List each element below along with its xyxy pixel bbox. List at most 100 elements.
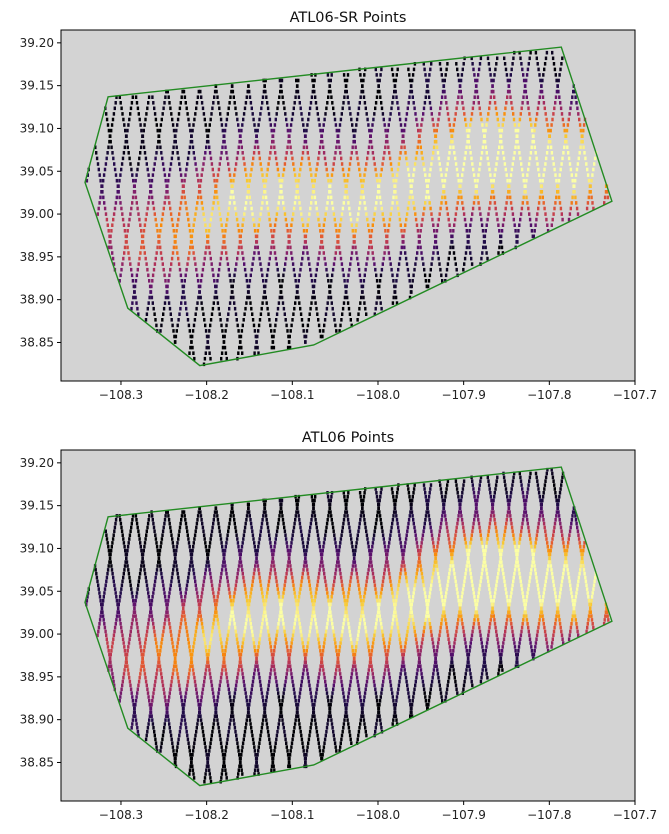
track-point <box>225 151 228 155</box>
track-point <box>343 279 346 283</box>
track-point <box>208 123 211 127</box>
track-point <box>281 173 285 177</box>
track-point <box>355 675 359 680</box>
track-point <box>460 95 463 99</box>
track-point <box>270 548 273 553</box>
track-point <box>154 318 157 322</box>
track-point <box>179 625 182 630</box>
track-point <box>280 714 284 718</box>
track-point <box>518 50 521 55</box>
track-point <box>208 351 211 355</box>
track-point <box>286 229 289 233</box>
track-point <box>339 541 342 545</box>
track-point <box>331 726 334 730</box>
track-point <box>335 544 338 549</box>
track-point <box>198 710 201 715</box>
track-point <box>160 541 163 545</box>
track-point <box>315 729 319 734</box>
track-point <box>189 753 192 757</box>
track-point <box>324 579 327 584</box>
track-point <box>248 614 251 618</box>
track-point <box>528 217 532 222</box>
track-point <box>298 201 301 205</box>
track-point <box>293 201 297 205</box>
track-point <box>260 726 264 730</box>
track-point <box>286 668 289 672</box>
track-point <box>222 760 225 765</box>
track-point <box>172 128 176 133</box>
track-point <box>165 710 168 715</box>
track-point <box>280 190 283 194</box>
track-point <box>359 598 363 603</box>
track-point <box>124 548 127 553</box>
track-point <box>302 145 306 150</box>
track-point <box>489 173 492 177</box>
track-point <box>225 117 229 122</box>
track-point <box>234 629 237 634</box>
track-point <box>416 123 419 127</box>
track-point <box>259 583 263 588</box>
track-point <box>193 737 197 742</box>
track-point <box>327 78 330 83</box>
track-point <box>242 637 245 641</box>
track-point <box>178 733 181 738</box>
track-point <box>459 89 462 94</box>
track-point <box>526 201 529 205</box>
track-point <box>325 625 328 630</box>
track-point <box>513 151 516 155</box>
track-point <box>215 190 218 194</box>
track-point <box>120 106 123 111</box>
track-point <box>352 552 355 557</box>
track-point <box>437 156 441 161</box>
track-point <box>389 529 393 534</box>
track-point <box>288 560 291 564</box>
track-point <box>120 267 123 272</box>
track-point <box>426 284 430 289</box>
track-point <box>221 564 224 568</box>
track-point <box>422 162 425 166</box>
track-point <box>120 525 123 530</box>
track-point <box>527 162 531 166</box>
track-point <box>131 695 134 699</box>
track-point <box>313 602 316 607</box>
track-point <box>405 533 408 537</box>
track-point <box>310 595 313 599</box>
track-point <box>282 201 285 205</box>
track-point <box>259 579 262 584</box>
track-point <box>378 699 382 703</box>
track-point <box>155 541 158 545</box>
track-point <box>180 301 183 305</box>
track-point <box>231 602 234 607</box>
track-point <box>206 552 209 557</box>
track-point <box>108 134 111 138</box>
track-point <box>161 737 164 742</box>
track-point <box>292 312 295 316</box>
track-point <box>284 679 287 684</box>
track-point <box>313 295 316 300</box>
track-point <box>286 128 290 133</box>
track-point <box>530 123 533 127</box>
track-point <box>413 206 416 211</box>
track-point <box>336 560 339 564</box>
track-point <box>128 537 131 541</box>
track-point <box>134 699 138 703</box>
track-point <box>390 206 393 211</box>
track-point <box>204 571 207 576</box>
track-point <box>309 306 312 311</box>
track-point <box>382 156 385 161</box>
track-point <box>323 575 326 580</box>
track-point <box>406 525 410 530</box>
track-point <box>169 212 173 216</box>
track-point <box>239 334 243 339</box>
track-point <box>291 256 294 261</box>
track-point <box>317 217 320 222</box>
track-point <box>558 201 562 205</box>
track-point <box>513 223 516 227</box>
track-point <box>280 702 284 707</box>
track-point <box>327 602 331 607</box>
track-point <box>554 173 557 177</box>
track-point <box>125 652 129 657</box>
track-point <box>256 334 259 339</box>
track-point <box>530 145 533 150</box>
track-point <box>302 245 306 250</box>
